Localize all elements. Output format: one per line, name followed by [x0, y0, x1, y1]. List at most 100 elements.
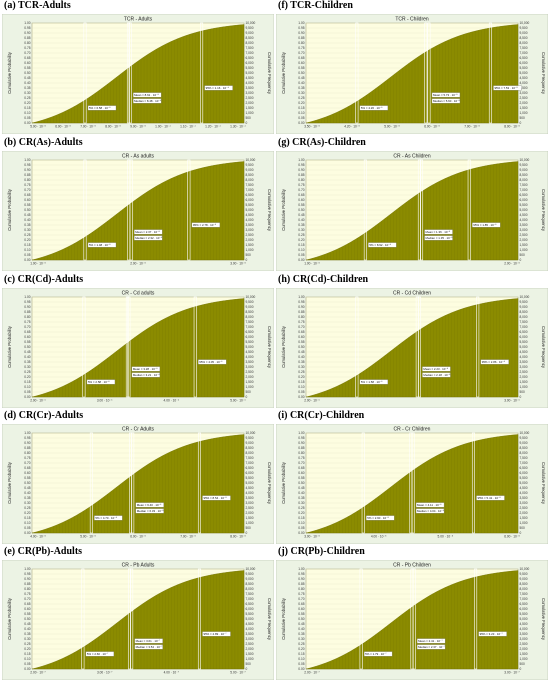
annotation-text: Median = 3.54 · 10⁻⁷ [136, 645, 163, 649]
x-tick-label: 5.00 · 10⁻⁵ [384, 125, 400, 129]
annotation-median: Median = 2.18 · 10⁻⁶ [422, 372, 451, 378]
left-tick-label: 0.45 [298, 350, 304, 354]
left-tick-label: 0.50 [298, 345, 304, 349]
left-tick-label: 0.10 [24, 657, 30, 661]
x-tick-label: 7.00 · 10⁻⁵ [80, 125, 96, 129]
left-tick-label: 0.40 [298, 627, 304, 631]
chart-svg: CR - Cd adults0.000.050.100.150.200.250.… [2, 288, 274, 408]
left-tick-label: 0.10 [24, 385, 30, 389]
right-tick-label: 9,000 [246, 441, 254, 445]
left-tick-label: 0.00 [24, 531, 30, 535]
left-tick-label: 0.25 [298, 642, 304, 646]
x-tick-label: 5.00 · 10⁻⁵ [80, 535, 96, 539]
annotation-median: Median = 3.21 · 10⁻⁶ [131, 372, 161, 378]
left-tick-label: 1.00 [298, 567, 304, 571]
right-tick-label: 0 [520, 395, 522, 399]
right-tick-label: 10,000 [246, 567, 256, 571]
left-tick-label: 0.20 [24, 101, 30, 105]
right-tick-label: 3,500 [246, 86, 254, 90]
annotation-text: Mean = 1.36 · 10⁻⁵ [426, 230, 451, 234]
chart-title: TCR - Children [395, 17, 429, 23]
right-tick-label: 9,500 [520, 300, 528, 304]
x-tick-label: 4.00 · 10⁻⁶ [164, 399, 180, 403]
right-tick-label: 9,500 [246, 163, 254, 167]
left-tick-label: 0.20 [24, 511, 30, 515]
chart-title: TCR - Adults [124, 17, 153, 23]
left-tick-label: 0.15 [24, 652, 30, 656]
right-tick-label: 1,500 [520, 652, 528, 656]
chart-svg: CR - Pb Adults0.000.050.100.150.200.250.… [2, 560, 274, 680]
chart-panel: (g) CR(As)-Children CR - As Children 0.00 0… [276, 137, 548, 271]
right-tick-label: 4,000 [246, 218, 254, 222]
left-tick-label: 0.75 [24, 183, 30, 187]
left-tick-label: 0.90 [24, 441, 30, 445]
left-tick-label: 1.00 [24, 21, 30, 25]
right-tick-label: 4,000 [520, 355, 528, 359]
right-tick-label: 6,000 [520, 198, 528, 202]
right-tick-label: 500 [246, 390, 252, 394]
right-tick-label: 3,000 [520, 501, 528, 505]
chart-title: CR - Cr Children [394, 427, 431, 433]
left-tick-label: 0.65 [24, 330, 30, 334]
right-tick-label: 6,500 [520, 56, 528, 60]
left-tick-label: 0.90 [298, 441, 304, 445]
x-tick-label: 7.00 · 10⁻⁵ [180, 535, 196, 539]
left-tick-label: 0.15 [24, 516, 30, 520]
marker-mean [411, 432, 415, 534]
right-tick-label: 0 [246, 258, 248, 262]
right-tick-label: 2,500 [246, 642, 254, 646]
panel-label: (e) CR(Pb)-Adults [4, 546, 83, 557]
right-tick-label: 0 [246, 395, 248, 399]
annotation-p5: 5% = 1.48 · 10⁻⁵ [87, 242, 117, 248]
annotation-p95: 95% = 1.16 · 10⁻⁴ [204, 85, 233, 91]
right-tick-label: 5,000 [246, 481, 254, 485]
right-tick-label: 10,000 [520, 567, 530, 571]
left-tick-label: 0.80 [24, 178, 30, 182]
left-tick-label: 0.60 [298, 198, 304, 202]
right-tick-label: 7,000 [520, 188, 528, 192]
annotation-text: Median = 2.18 · 10⁻⁶ [423, 373, 451, 377]
left-tick-label: 1.00 [298, 295, 304, 299]
left-tick-label: 0.80 [298, 41, 304, 45]
x-tick-label: 5.00 · 10⁻⁶ [230, 399, 246, 403]
right-tick-label: 6,500 [520, 330, 528, 334]
chart-title: CR - As adults [122, 154, 154, 160]
left-tick-label: 0.50 [24, 481, 30, 485]
right-tick-label: 3,000 [246, 365, 254, 369]
marker-p5 [81, 568, 85, 670]
left-tick-label: 0.35 [298, 496, 304, 500]
annotation-mean: Mean = 5.73 · 10⁻⁵ [431, 92, 461, 98]
annotation-text: 5% = 2.60 · 10⁻⁷ [87, 652, 108, 656]
x-tick-label: 1.10 · 10⁻⁴ [180, 125, 196, 129]
marker-p95 [197, 432, 201, 534]
x-tick-label: 4.20 · 10⁻⁵ [344, 125, 360, 129]
annotation-mean: Mean = 2.23 · 10⁻⁶ [422, 366, 451, 372]
left-tick-label: 0.25 [24, 370, 30, 374]
annotation-mean: Mean = 2.37 · 10⁻⁵ [134, 229, 163, 235]
left-tick-label: 0.50 [24, 617, 30, 621]
right-tick-label: 3,000 [246, 637, 254, 641]
left-tick-label: 0.05 [298, 526, 304, 530]
right-tick-label: 3,000 [520, 365, 528, 369]
left-tick-label: 0.15 [24, 243, 30, 247]
right-tick-label: 5,500 [520, 66, 528, 70]
right-tick-label: 5,500 [520, 340, 528, 344]
right-tick-label: 8,500 [520, 173, 528, 177]
right-tick-label: 7,500 [246, 320, 254, 324]
left-tick-label: 0.55 [24, 340, 30, 344]
right-tick-label: 8,000 [246, 451, 254, 455]
left-tick-label: 0.85 [298, 173, 304, 177]
right-tick-label: 3,500 [520, 223, 528, 227]
left-tick-label: 0.00 [24, 121, 30, 125]
left-tick-label: 0.80 [24, 315, 30, 319]
right-tick-label: 2,000 [246, 375, 254, 379]
right-tick-label: 4,500 [520, 486, 528, 490]
right-tick-label: 0 [246, 531, 248, 535]
right-tick-label: 8,000 [246, 315, 254, 319]
left-tick-label: 0.30 [24, 501, 30, 505]
left-tick-label: 0.55 [298, 66, 304, 70]
marker-p5 [82, 296, 86, 398]
left-tick-label: 0.35 [298, 632, 304, 636]
right-tick-label: 1,500 [520, 106, 528, 110]
left-tick-label: 0.10 [298, 521, 304, 525]
